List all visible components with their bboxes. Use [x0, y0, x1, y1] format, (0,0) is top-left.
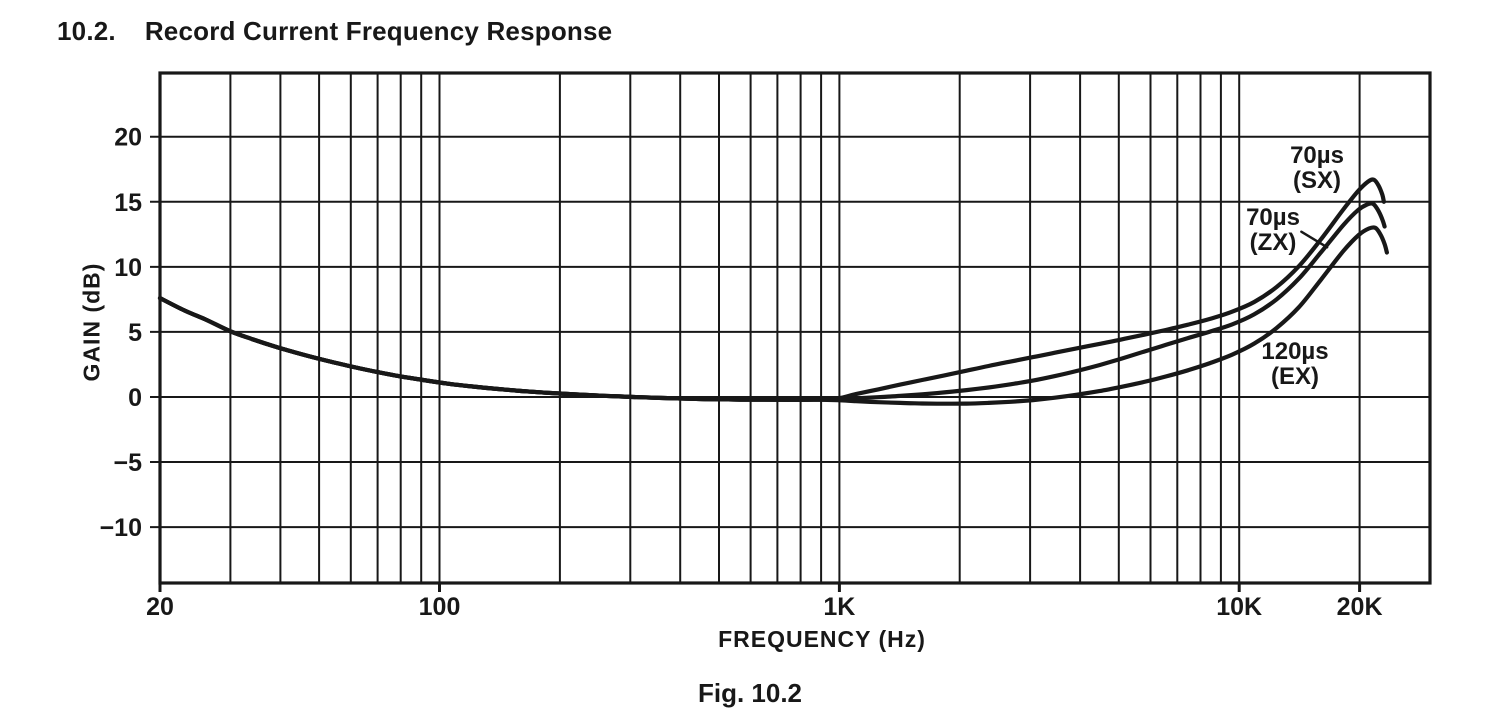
x-tick-label: 100 [419, 593, 461, 621]
section-heading: 10.2. Record Current Frequency Response [57, 16, 612, 47]
curve-label-ex-line1: 120µs [1261, 338, 1329, 365]
curve-label-zx-line1: 70µs [1246, 204, 1300, 231]
curve-label-zx: 70µs (ZX) [1246, 205, 1300, 255]
x-tick-label: 10K [1216, 593, 1262, 621]
x-tick-label: 1K [823, 593, 855, 621]
plot-frame [158, 71, 1432, 585]
curve-label-sx-line2: (SX) [1293, 167, 1341, 194]
zx-label-leader-line [1300, 230, 1329, 249]
y-tick-label: 15 [114, 189, 142, 217]
y-tick-label: −10 [100, 514, 142, 542]
x-axis-title: FREQUENCY (Hz) [718, 626, 926, 652]
figure-caption: Fig. 10.2 [697, 678, 803, 708]
y-tick-label: 0 [128, 384, 142, 412]
y-tick-label: −5 [113, 449, 142, 477]
curve-label-ex-line2: (EX) [1271, 363, 1319, 390]
gridlines [150, 73, 1430, 583]
y-axis-ticks: 20 15 10 5 0 −5 −10 [100, 124, 143, 542]
y-tick-label: 5 [128, 319, 142, 347]
curve-label-zx-line2: (ZX) [1249, 229, 1297, 256]
section-number: 10.2. [57, 16, 116, 46]
curve-label-sx-line1: 70µs [1290, 142, 1344, 169]
curve-ex [157, 225, 1389, 406]
section-title: Record Current Frequency Response [144, 16, 613, 46]
x-tick-label: 20 [146, 593, 174, 621]
y-tick-label: 20 [114, 124, 142, 152]
x-tick-label: 20K [1337, 593, 1383, 621]
x-axis-ticks: 20 100 1K 10K 20K [146, 583, 1383, 621]
y-tick-label: 10 [114, 254, 142, 282]
y-axis-title: GAIN (dB) [78, 262, 105, 382]
curve-label-sx: 70µs (SX) [1290, 143, 1344, 193]
curve-label-ex: 120µs (EX) [1261, 339, 1328, 389]
